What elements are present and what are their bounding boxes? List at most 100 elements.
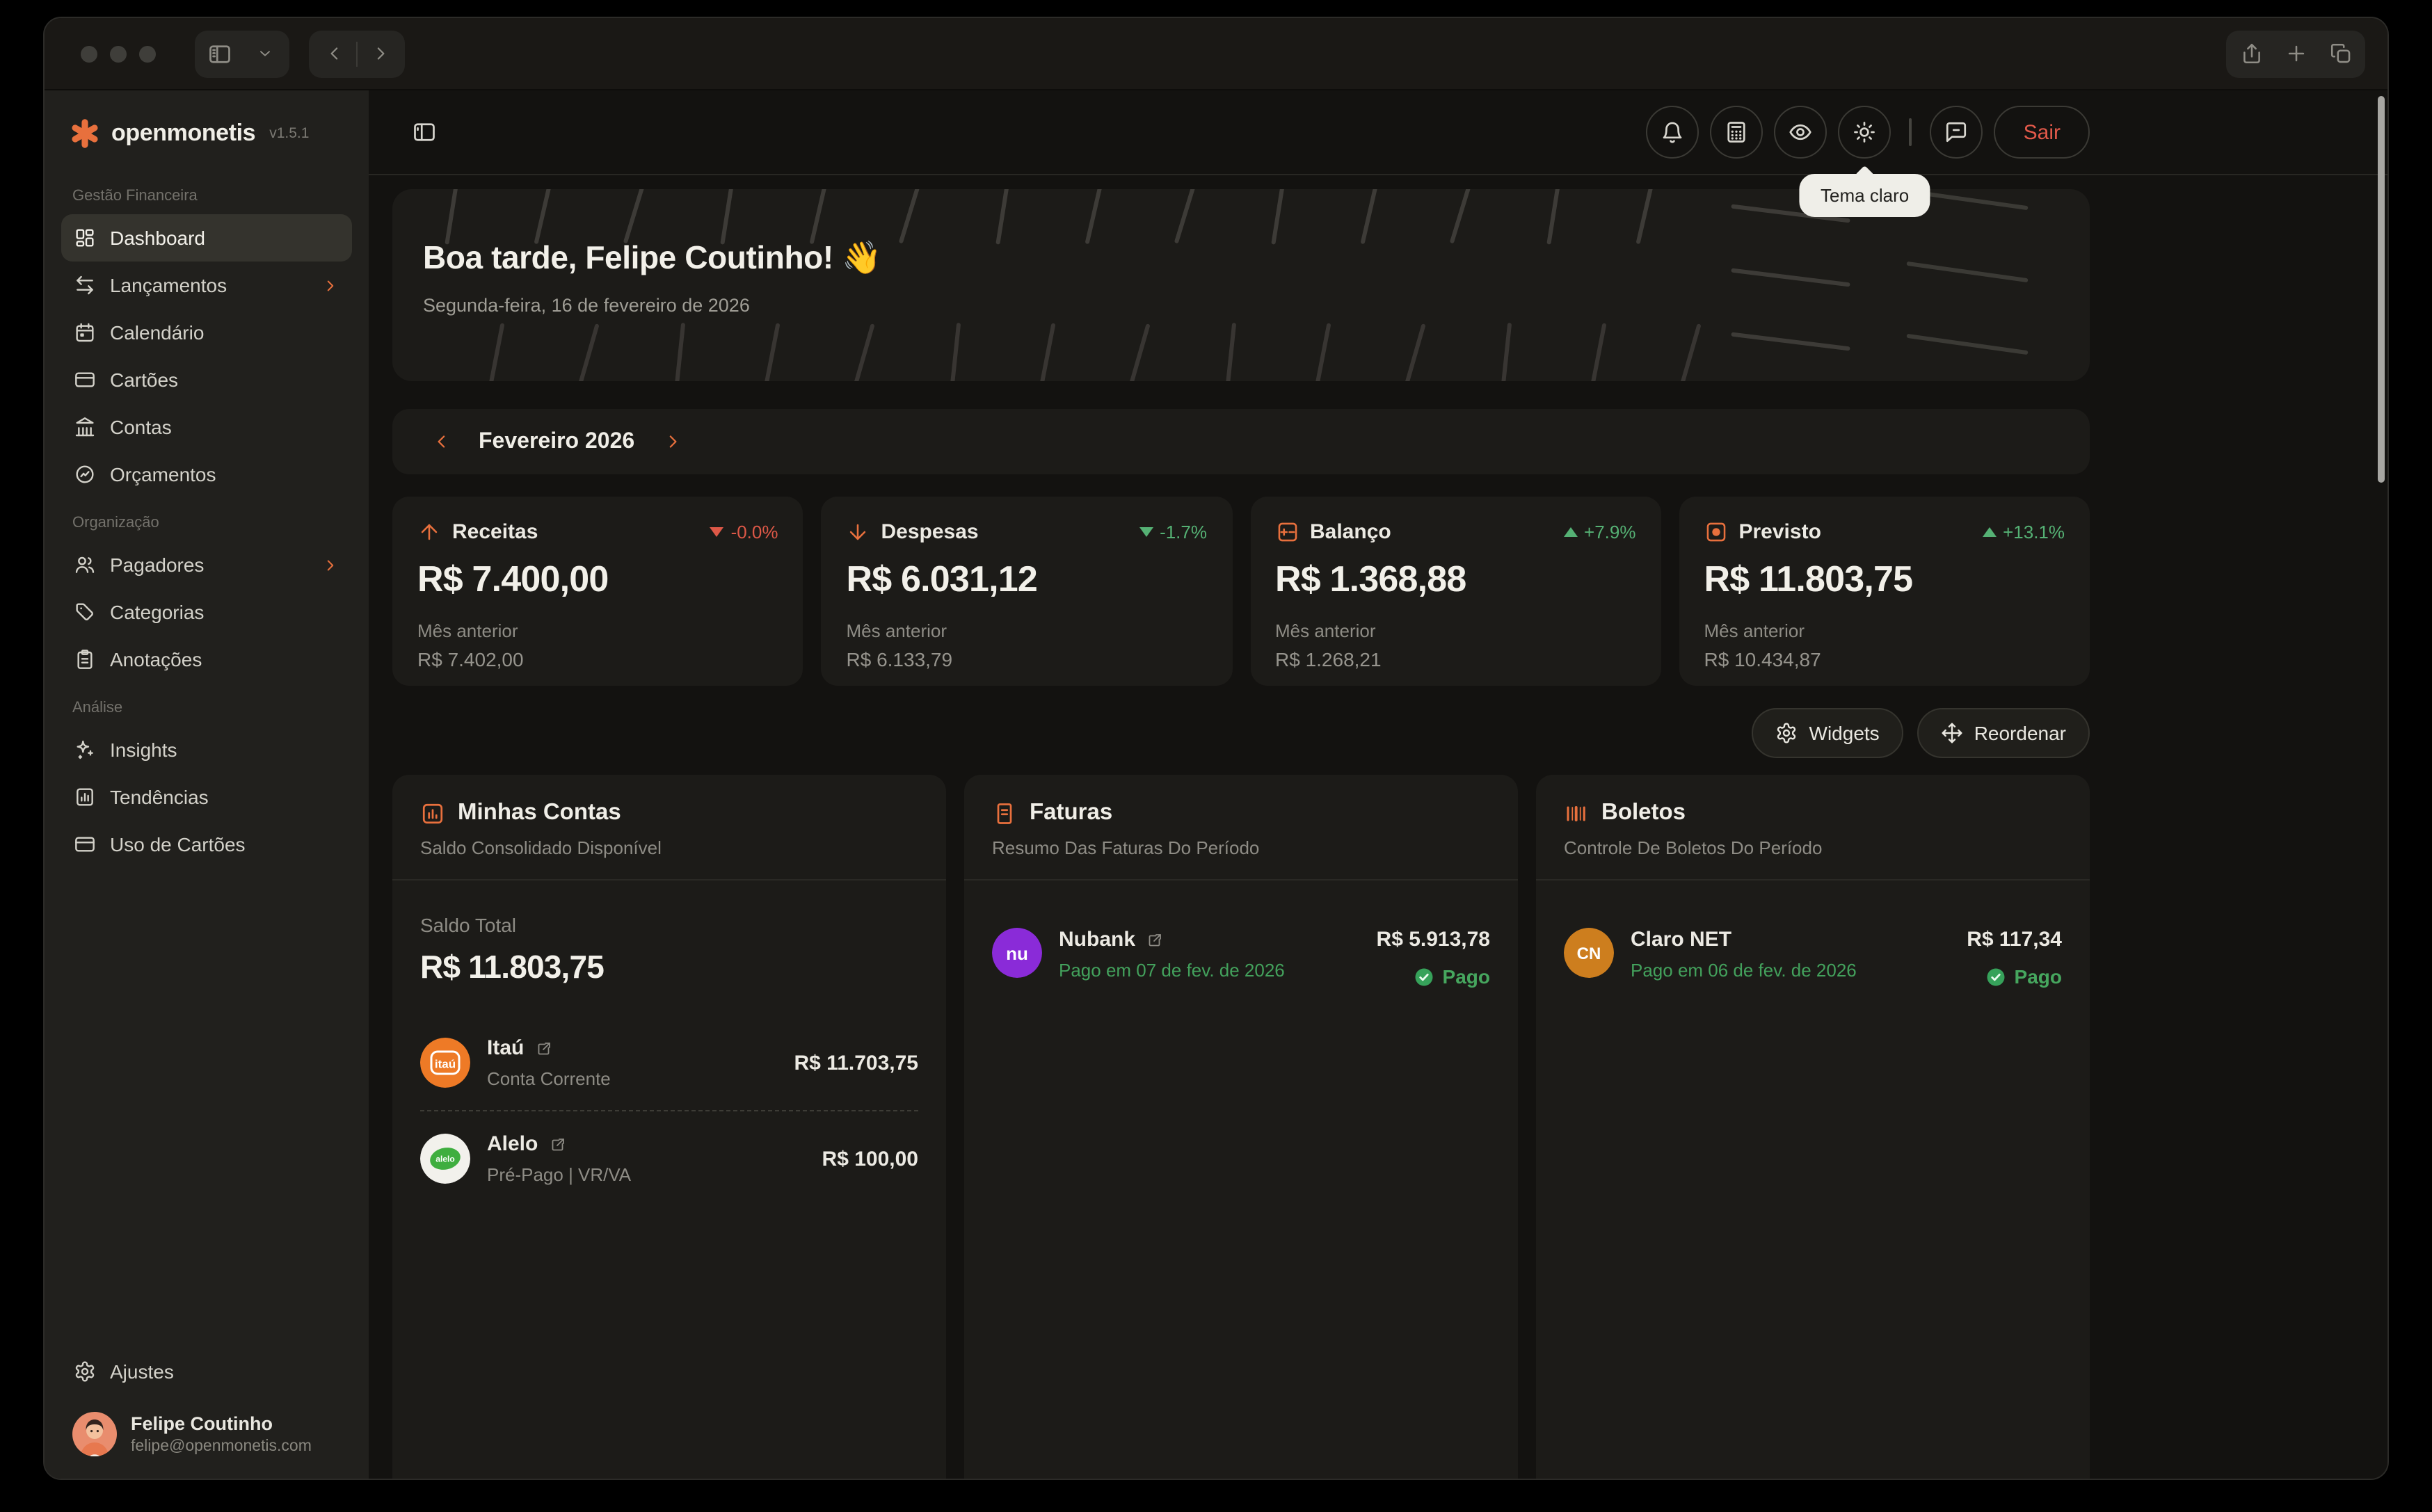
sidebar-item-calendario[interactable]: Calendário <box>61 309 352 356</box>
stat-delta: -1.7% <box>1139 522 1207 542</box>
banner-stroke <box>1500 322 1512 381</box>
sidebar-item-lancamentos[interactable]: Lançamentos <box>61 262 352 309</box>
month-selector: Fevereiro 2026 <box>392 409 2090 474</box>
bell-icon <box>1663 122 1682 143</box>
invoice-paid-date: Pago em 07 de fev. de 2026 <box>1059 960 1285 981</box>
account-row-alelo[interactable]: alelo Alelo Pr <box>420 1118 918 1199</box>
panel-left-icon <box>209 45 230 63</box>
eye-icon <box>1790 124 1812 140</box>
window-titlebar <box>45 18 2387 90</box>
invoice-name: Nubank <box>1059 928 1136 951</box>
sidebar-item-label: Ajustes <box>110 1360 174 1383</box>
stat-card-previsto: Previsto +13.1% R$ 11.803,75 Mês anterio… <box>1679 497 2090 686</box>
widgets-button[interactable]: Widgets <box>1752 708 1903 758</box>
banner-stroke <box>1678 323 1702 381</box>
stat-title: Receitas <box>452 520 538 544</box>
window-zoom-button[interactable] <box>139 45 156 62</box>
logout-button[interactable]: Sair <box>1994 106 2090 159</box>
sidebar-item-label: Calendário <box>110 321 205 344</box>
sidebar-item-dashboard[interactable]: Dashboard <box>61 214 352 262</box>
tabs-icon <box>2330 43 2350 63</box>
external-link-icon[interactable] <box>535 1040 552 1056</box>
reorder-button[interactable]: Reordenar <box>1917 708 2090 758</box>
content-sidebar-toggle-button[interactable] <box>402 108 447 156</box>
previous-month-button[interactable] <box>426 426 456 457</box>
sidebar-menu-chevron-button[interactable] <box>242 30 287 77</box>
bill-row-claro-net[interactable]: CN Claro NET Pago em 06 de fev. de 2026 … <box>1564 903 2062 988</box>
user-profile[interactable]: Felipe Coutinho felipe@openmonetis.com <box>61 1395 352 1456</box>
bar-chart-file-icon <box>77 788 93 806</box>
wave-emoji: 👋 <box>842 239 882 275</box>
app-name: openmonetis <box>111 120 256 146</box>
gear-icon <box>75 1361 95 1382</box>
banner-stroke <box>1085 189 1107 245</box>
account-name: Itaú <box>487 1036 525 1060</box>
arrow-up-icon <box>421 524 438 540</box>
sidebar-item-ajustes[interactable]: Ajustes <box>61 1348 352 1395</box>
tag-icon <box>76 603 93 620</box>
account-type: Conta Corrente <box>487 1068 611 1089</box>
feedback-button[interactable] <box>1930 106 1983 159</box>
widget-boletos: Boletos Controle De Boletos Do Período C… <box>1536 775 2090 1479</box>
next-month-button[interactable] <box>657 426 687 457</box>
stat-card-receitas: Receitas -0.0% R$ 7.400,00 Mês anterior … <box>392 497 803 686</box>
window-close-button[interactable] <box>81 45 97 62</box>
banner-stroke <box>576 323 600 381</box>
invoice-amount: R$ 5.913,78 <box>1376 928 1490 951</box>
sidebar-item-insights[interactable]: Insights <box>61 726 352 773</box>
sidebar-item-contas[interactable]: Contas <box>61 403 352 451</box>
scrollbar-thumb[interactable] <box>2378 96 2385 483</box>
stat-prev-value: R$ 7.402,00 <box>417 648 524 670</box>
invoice-row-nubank[interactable]: nu Nubank Pago em 07 de fev. d <box>992 903 1490 988</box>
sidebar-item-uso-de-cartoes[interactable]: Uso de Cartões <box>61 821 352 868</box>
banner-stroke <box>1127 323 1151 381</box>
sidebar-item-tendencias[interactable]: Tendências <box>61 773 352 821</box>
banner-stroke <box>1589 323 1607 381</box>
theme-toggle-button[interactable] <box>1838 106 1891 159</box>
history-back-button[interactable] <box>312 30 356 77</box>
sidebar-item-orcamentos[interactable]: Orçamentos <box>61 451 352 498</box>
account-row-itau[interactable]: itaú Itaú Cont <box>420 1022 918 1103</box>
calculator-icon <box>1728 122 1746 143</box>
privacy-eye-button[interactable] <box>1774 106 1827 159</box>
sidebar-toggle-button[interactable] <box>198 30 242 77</box>
notifications-button[interactable] <box>1646 106 1699 159</box>
header-divider <box>1909 118 1912 146</box>
triangle-down-icon <box>710 527 724 537</box>
header-actions: Tema claro Sair <box>1646 106 2090 217</box>
credit-card-icon <box>75 372 95 387</box>
banner-stroke <box>995 189 1012 245</box>
stat-title: Previsto <box>1738 520 1821 544</box>
share-button[interactable] <box>2229 30 2273 77</box>
new-tab-button[interactable] <box>2273 30 2318 77</box>
sidebar-item-label: Pagadores <box>110 554 205 576</box>
svg-text:itaú: itaú <box>435 1058 456 1071</box>
chevron-left-icon <box>330 47 337 60</box>
sidebar-section-label: Gestão Financeira <box>72 188 198 204</box>
banner-stroke <box>1635 189 1658 245</box>
sidebar-item-cartoes[interactable]: Cartões <box>61 356 352 403</box>
external-link-icon[interactable] <box>1146 931 1163 948</box>
chevron-right-icon <box>669 435 676 448</box>
users-icon <box>75 556 95 573</box>
tab-overview-button[interactable] <box>2318 30 2362 77</box>
sidebar-item-label: Contas <box>110 416 172 438</box>
window-minimize-button[interactable] <box>110 45 127 62</box>
sun-icon <box>1854 122 1875 143</box>
sidebar-item-anotacoes[interactable]: Anotações <box>61 636 352 683</box>
arrow-down-icon <box>850 524 866 540</box>
sidebar-item-pagadores[interactable]: Pagadores <box>61 541 352 588</box>
account-balance: R$ 100,00 <box>822 1147 918 1171</box>
budget-trend-icon <box>76 465 94 483</box>
calculator-button[interactable] <box>1710 106 1763 159</box>
sidebar-section-label: Análise <box>72 700 123 716</box>
sidebar-item-categorias[interactable]: Categorias <box>61 588 352 636</box>
banner-stroke <box>1313 323 1331 381</box>
stat-delta: +13.1% <box>1982 522 2065 542</box>
row-separator <box>420 1110 918 1111</box>
dashboard-icon <box>76 229 94 247</box>
banner-stroke <box>1449 189 1477 244</box>
history-forward-button[interactable] <box>358 30 402 77</box>
external-link-icon[interactable] <box>549 1136 566 1152</box>
widgets-row: Minhas Contas Saldo Consolidado Disponív… <box>392 775 2090 1479</box>
